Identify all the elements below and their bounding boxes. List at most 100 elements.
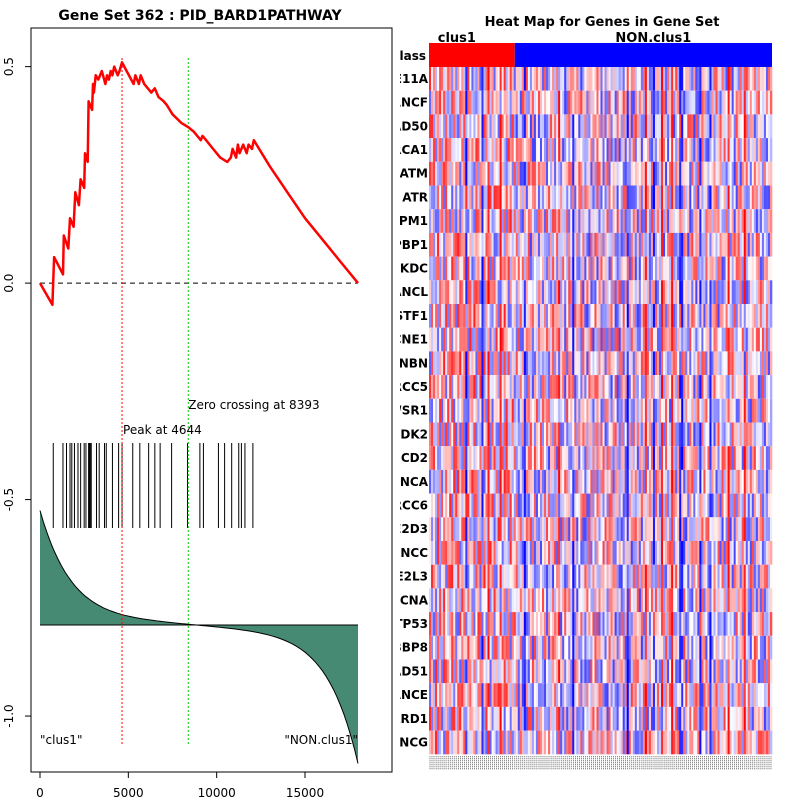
heatmap-cell — [485, 541, 488, 565]
heatmap-cell — [715, 422, 718, 447]
heatmap-cell — [435, 209, 438, 233]
heatmap-cell — [701, 90, 704, 115]
heatmap-cell — [636, 446, 640, 470]
heatmap-cell — [531, 683, 535, 707]
heatmap-cell — [475, 161, 478, 186]
heatmap-cell — [497, 67, 500, 91]
heatmap-cell — [620, 185, 623, 210]
heatmap-cell — [671, 683, 674, 707]
heatmap-cell — [576, 612, 579, 636]
heatmap-cell — [767, 517, 771, 541]
heatmap-cell — [548, 730, 551, 755]
heatmap-cell — [622, 517, 626, 541]
heatmap-cell — [499, 659, 502, 684]
heatmap-cell — [612, 706, 615, 731]
heatmap-cell — [699, 304, 702, 328]
heatmap-cell — [574, 351, 577, 376]
heatmap-cell — [556, 398, 559, 423]
heatmap-cell — [445, 138, 448, 162]
heatmap-cell — [618, 185, 621, 210]
heatmap-cell — [586, 612, 589, 636]
heatmap-cell — [669, 351, 672, 376]
heatmap-cell — [616, 161, 619, 186]
heatmap-cell — [541, 138, 545, 162]
heatmap-cell — [529, 541, 533, 565]
heatmap-cell — [667, 730, 670, 755]
heatmap-cell — [483, 612, 486, 636]
heatmap-cell — [586, 232, 589, 257]
heatmap-cell — [715, 351, 718, 376]
heatmap-cell — [620, 446, 623, 470]
heatmap-cell — [757, 541, 761, 565]
heatmap-cell — [624, 635, 628, 660]
heatmap-cell — [624, 659, 628, 684]
heatmap-cell — [582, 706, 585, 731]
heatmap-cell — [457, 635, 460, 660]
heatmap-cell — [505, 304, 508, 328]
heatmap-cell — [761, 493, 765, 518]
heatmap-cell — [570, 256, 573, 281]
heatmap-cell — [757, 375, 761, 399]
heatmap-cell — [477, 635, 480, 660]
heatmap-cell — [723, 280, 726, 304]
heatmap-cell — [594, 114, 597, 139]
heatmap-cell — [741, 706, 745, 731]
heatmap-cell — [445, 469, 448, 494]
heatmap-cell — [715, 635, 718, 660]
heatmap-cell — [642, 114, 646, 139]
heatmap-cell — [618, 730, 621, 755]
heatmap-cell — [469, 730, 472, 755]
heatmap-cell — [650, 706, 654, 731]
heatmap-cell — [574, 517, 577, 541]
heatmap-cell — [767, 541, 771, 565]
heatmap-cell — [737, 232, 741, 257]
heatmap-cell — [499, 185, 502, 210]
heatmap-cell — [671, 256, 674, 281]
heatmap-cell — [505, 422, 508, 447]
heatmap-cell — [731, 138, 734, 162]
heatmap-cell — [644, 185, 648, 210]
heatmap-cell — [761, 564, 765, 589]
heatmap-cell — [554, 612, 557, 636]
heatmap-cell — [531, 541, 535, 565]
heatmap-cell — [491, 612, 494, 636]
heatmap-cell — [753, 517, 757, 541]
heatmap-cell — [537, 232, 541, 257]
heatmap-cell — [453, 541, 456, 565]
heatmap-cell — [527, 114, 531, 139]
heatmap-cell — [699, 730, 702, 755]
heatmap-cell — [606, 469, 609, 494]
heatmap-cell — [632, 588, 636, 613]
heatmap-cell — [638, 541, 642, 565]
heatmap-cell — [523, 304, 527, 328]
heatmap-cell — [463, 398, 466, 423]
heatmap-cell — [717, 161, 720, 186]
heatmap-cell — [632, 635, 636, 660]
heatmap-cell — [558, 517, 561, 541]
heatmap-cell — [751, 422, 755, 447]
heatmap-cell — [517, 659, 521, 684]
heatmap-cell — [586, 706, 589, 731]
heatmap-cell — [483, 683, 486, 707]
heatmap-cell — [572, 161, 575, 186]
heatmap-cell — [767, 683, 771, 707]
heatmap-cell — [705, 185, 708, 210]
heatmap-cell — [481, 706, 484, 731]
heatmap-cell — [568, 138, 571, 162]
heatmap-cell — [517, 114, 521, 139]
heatmap-cell — [431, 635, 434, 660]
heatmap-cell — [731, 256, 734, 281]
heatmap-cell — [429, 67, 432, 91]
heatmap-cell — [755, 588, 759, 613]
heatmap-cell — [630, 327, 634, 352]
heatmap-cell — [765, 138, 769, 162]
heatmap-cell — [550, 280, 553, 304]
heatmap-cell — [544, 375, 547, 399]
heatmap-cell — [769, 209, 773, 233]
heatmap-cell — [717, 138, 720, 162]
heatmap-cell — [721, 185, 724, 210]
heatmap-cell — [463, 706, 466, 731]
heatmap-cell — [491, 375, 494, 399]
heatmap-cell — [648, 612, 652, 636]
heatmap-cell — [447, 280, 450, 304]
